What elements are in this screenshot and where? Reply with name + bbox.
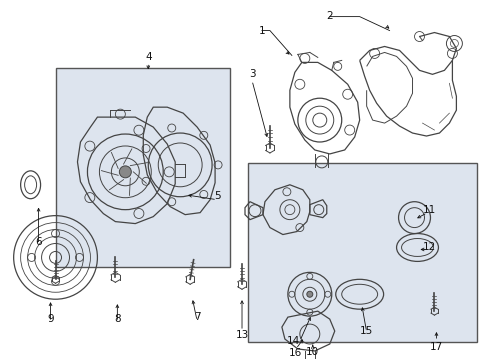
- Text: 4: 4: [145, 53, 151, 62]
- Text: 13: 13: [235, 330, 248, 340]
- Circle shape: [307, 291, 313, 297]
- Text: 17: 17: [430, 342, 443, 352]
- Text: 14: 14: [287, 336, 300, 346]
- Text: 12: 12: [423, 243, 436, 252]
- Text: 15: 15: [360, 326, 373, 336]
- Bar: [248, 163, 477, 342]
- Text: 10: 10: [306, 347, 319, 357]
- Text: 11: 11: [423, 205, 436, 215]
- Text: 8: 8: [114, 314, 121, 324]
- Text: 7: 7: [194, 312, 200, 322]
- Text: 9: 9: [47, 314, 54, 324]
- Text: 5: 5: [214, 191, 220, 201]
- Circle shape: [120, 166, 131, 178]
- Text: 16: 16: [289, 348, 302, 358]
- Text: 3: 3: [248, 69, 255, 79]
- Bar: [55, 68, 230, 267]
- Text: 1: 1: [259, 26, 265, 36]
- Text: 2: 2: [326, 11, 333, 21]
- Text: 6: 6: [35, 237, 42, 247]
